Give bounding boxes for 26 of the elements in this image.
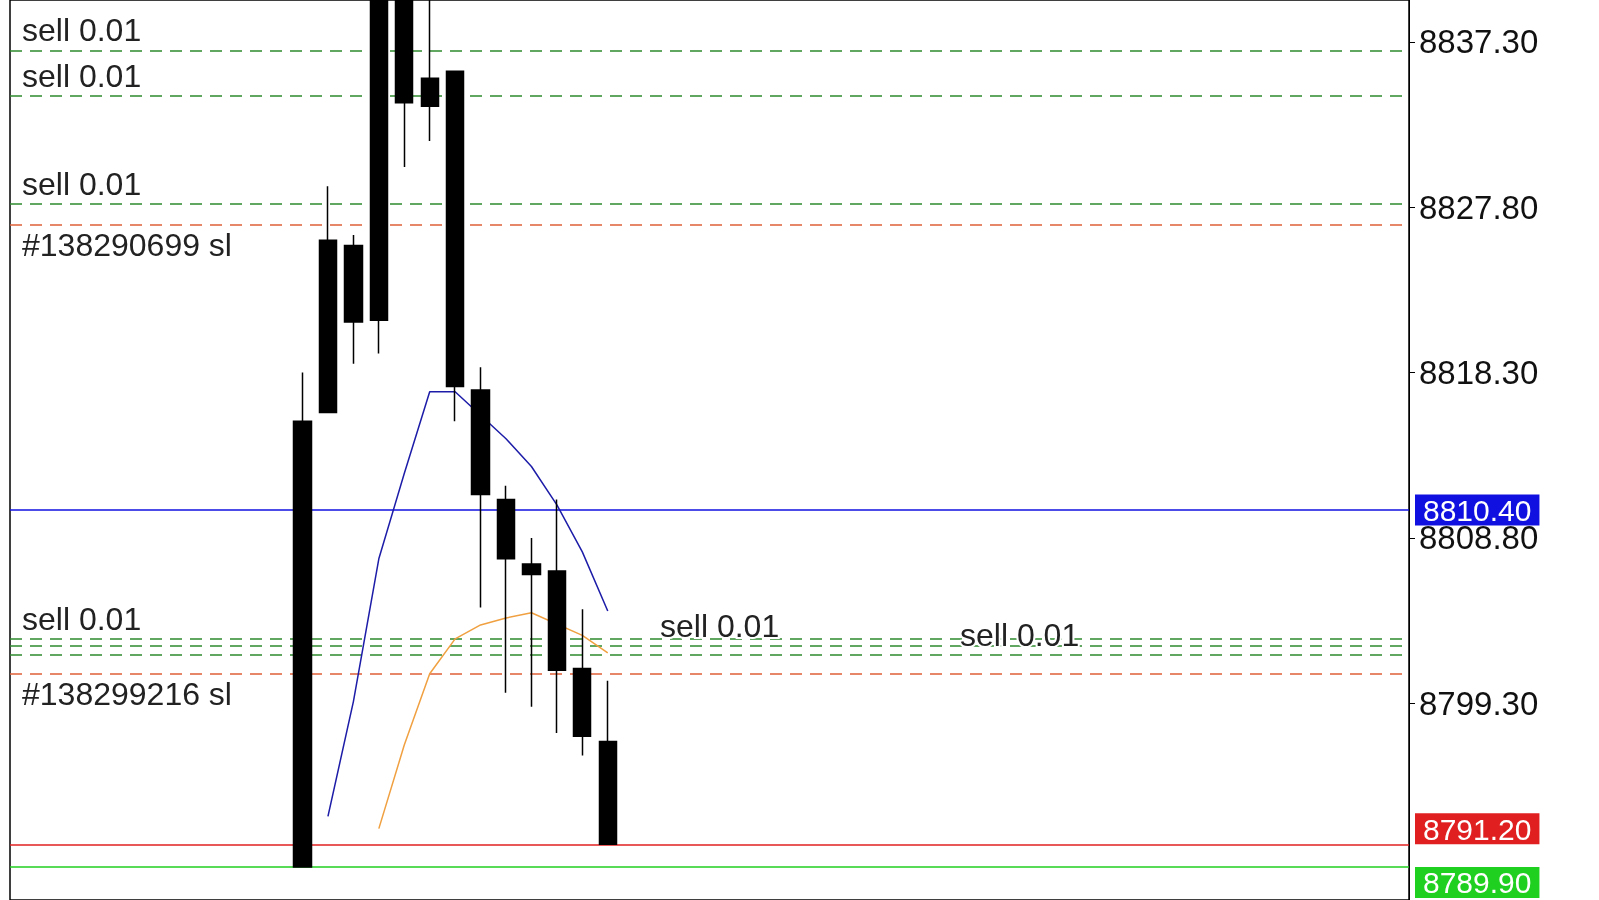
ref-line-label: 8789.90	[1423, 866, 1532, 900]
candlestick	[470, 366, 491, 609]
candlestick	[343, 234, 364, 365]
ref-line-label: #138299216 sl	[22, 675, 232, 712]
candlestick	[318, 185, 338, 414]
ref-line-label: 8810.40	[1423, 493, 1532, 527]
candlestick	[496, 484, 516, 694]
y-tick-label: 8837.30	[1419, 23, 1539, 61]
candlestick	[572, 608, 592, 757]
candlestick	[547, 498, 567, 734]
candlestick	[521, 537, 542, 708]
line-series	[378, 612, 609, 830]
ref-line-label: sell 0.01	[22, 12, 142, 49]
y-tick-label: 8818.30	[1419, 354, 1539, 392]
y-tick-label: 8799.30	[1419, 684, 1539, 722]
ref-line-label: sell 0.01	[660, 607, 780, 644]
line-series	[327, 390, 609, 818]
y-tick-label: 8827.80	[1419, 188, 1539, 226]
candlestick	[598, 679, 618, 846]
ref-line-label: #138290699 sl	[22, 226, 232, 263]
ref-line-label: sell 0.01	[22, 165, 142, 202]
candlestick	[445, 70, 465, 423]
candlestick	[292, 371, 313, 868]
ref-line-label: sell 0.01	[22, 600, 142, 637]
ref-line-label: 8791.20	[1423, 812, 1532, 846]
ref-line-label: sell 0.01	[22, 57, 142, 94]
